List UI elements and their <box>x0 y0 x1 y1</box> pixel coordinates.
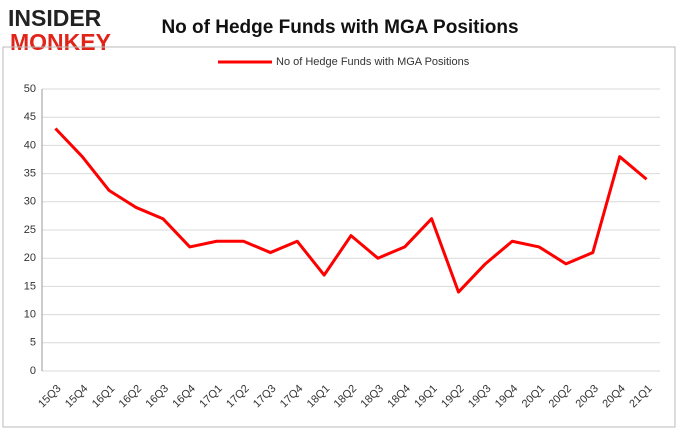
x-tick-label: 16Q4 <box>170 383 198 411</box>
x-tick-label: 18Q4 <box>385 383 413 411</box>
x-tick-label: 20Q1 <box>520 383 548 411</box>
y-tick-label: 45 <box>24 111 36 123</box>
y-tick-label: 5 <box>30 337 36 349</box>
x-tick-label: 17Q2 <box>224 383 252 411</box>
x-tick-label: 20Q4 <box>600 383 628 411</box>
x-tick-label: 19Q1 <box>412 383 440 411</box>
x-tick-label: 19Q2 <box>439 383 467 411</box>
legend-label: No of Hedge Funds with MGA Positions <box>276 56 470 68</box>
y-tick-label: 25 <box>24 224 36 236</box>
x-tick-label: 20Q2 <box>547 383 575 411</box>
y-tick-label: 50 <box>24 83 36 95</box>
x-tick-label: 19Q4 <box>493 383 521 411</box>
chart-title: No of Hedge Funds with MGA Positions <box>161 17 518 38</box>
x-tick-label: 20Q3 <box>573 383 601 411</box>
x-tick-label: 15Q4 <box>63 383 91 411</box>
y-tick-label: 10 <box>24 309 36 321</box>
x-tick-label: 18Q2 <box>332 383 360 411</box>
x-tick-label: 18Q1 <box>305 383 333 411</box>
x-tick-label: 15Q3 <box>36 383 64 411</box>
y-tick-label: 15 <box>24 280 36 292</box>
x-tick-label: 16Q2 <box>117 383 145 411</box>
x-tick-label: 17Q1 <box>197 383 225 411</box>
x-tick-label: 17Q4 <box>278 383 306 411</box>
y-tick-label: 0 <box>30 365 36 377</box>
x-tick-label: 16Q3 <box>144 383 172 411</box>
x-tick-label: 18Q3 <box>359 383 387 411</box>
logo-bottom: MONKEY <box>10 29 111 55</box>
x-tick-label: 19Q3 <box>466 383 494 411</box>
y-tick-label: 30 <box>24 196 36 208</box>
chart-border <box>2 46 676 428</box>
logo-top: INSIDER <box>8 5 102 31</box>
x-tick-label: 17Q3 <box>251 383 279 411</box>
x-tick-label: 16Q1 <box>90 383 118 411</box>
x-tick-label: 21Q1 <box>627 383 655 411</box>
y-tick-label: 20 <box>24 252 36 264</box>
y-tick-label: 40 <box>24 139 36 151</box>
y-tick-label: 35 <box>24 168 36 180</box>
series-line <box>54 127 648 294</box>
